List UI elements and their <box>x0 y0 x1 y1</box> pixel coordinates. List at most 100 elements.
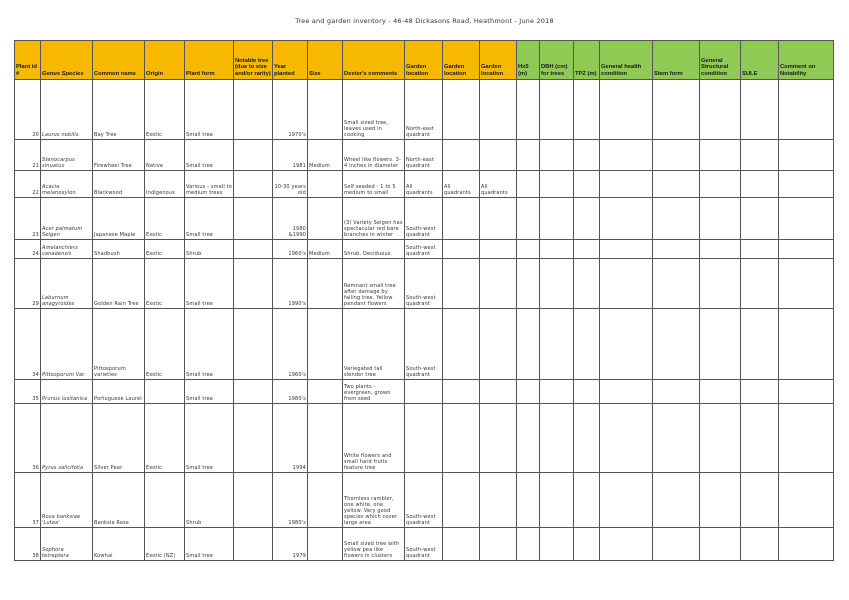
cell-sule <box>740 527 779 561</box>
table-row: 24 Amelanchiers canadensis Shadbush Exotic S… <box>14 239 834 259</box>
cell-hx5 <box>516 239 540 259</box>
cell-size <box>307 308 343 380</box>
cell-notability <box>778 197 834 240</box>
cell-stem <box>652 403 700 473</box>
cell-hx5 <box>516 258 540 309</box>
cell-genus: Acer palmatum Seigen <box>40 197 93 240</box>
table-row: 21 Stenocarpus sinuatus Firewheel Tree Nati… <box>14 139 834 171</box>
cell-stem <box>652 308 700 380</box>
cell-tpz <box>573 472 600 528</box>
col-header-year-planted: Year planted <box>272 40 308 80</box>
cell-genus: Prunus lusitanica <box>40 379 93 404</box>
cell-year: 1990's <box>272 258 308 309</box>
cell-form: Small tree <box>184 258 234 309</box>
cell-size <box>307 197 343 240</box>
cell-structural <box>699 379 741 404</box>
cell-sule <box>740 472 779 528</box>
col-header-genus-species: Genus Species <box>40 40 93 80</box>
header-row: Plant id # Genus Species Common name Ori… <box>14 40 834 80</box>
cell-loc2 <box>442 139 480 171</box>
cell-sule <box>740 379 779 404</box>
cell-size <box>307 472 343 528</box>
cell-genus: Rosa banksiae 'Lutea' <box>40 472 93 528</box>
cell-loc1: All quadrants <box>404 170 443 198</box>
cell-loc1: North-east quadrant <box>404 139 443 171</box>
cell-form: Small tree <box>184 197 234 240</box>
col-header-common-name: Common name <box>92 40 145 80</box>
cell-stem <box>652 139 700 171</box>
cell-common: Silver Pear <box>92 403 145 473</box>
cell-loc2 <box>442 239 480 259</box>
cell-loc1: South-west quadrant <box>404 308 443 380</box>
cell-loc3 <box>479 527 517 561</box>
cell-notable <box>233 258 273 309</box>
cell-loc3 <box>479 379 517 404</box>
cell-tpz <box>573 403 600 473</box>
cell-structural <box>699 239 741 259</box>
cell-size <box>307 403 343 473</box>
cell-year: 1979 <box>272 527 308 561</box>
cell-comments: Variegated tall slender tree <box>342 308 405 380</box>
cell-year: 1970's <box>272 79 308 140</box>
cell-loc1: South-west quadrant <box>404 258 443 309</box>
cell-loc2 <box>442 379 480 404</box>
cell-hx5 <box>516 139 540 171</box>
cell-origin: Indigenous <box>144 170 185 198</box>
cell-dbh <box>539 472 574 528</box>
cell-notability <box>778 258 834 309</box>
cell-year: 1981 <box>272 139 308 171</box>
cell-stem <box>652 197 700 240</box>
cell-notable <box>233 139 273 171</box>
cell-comments: Small sized tree, leaves used in cooking <box>342 79 405 140</box>
cell-id: 21 <box>14 139 41 171</box>
cell-dbh <box>539 139 574 171</box>
table-row: 22 Acacia melanoxylon Blackwood Indigenous V… <box>14 170 834 198</box>
cell-loc3 <box>479 258 517 309</box>
cell-form: Small tree <box>184 139 234 171</box>
cell-notability <box>778 527 834 561</box>
cell-dbh <box>539 527 574 561</box>
cell-health <box>599 258 653 309</box>
cell-id: 35 <box>14 379 41 404</box>
cell-id: 37 <box>14 472 41 528</box>
cell-notable <box>233 170 273 198</box>
cell-loc1: South-west quadrant <box>404 527 443 561</box>
cell-sule <box>740 139 779 171</box>
col-header-plant-form: Plant form <box>184 40 234 80</box>
cell-size <box>307 527 343 561</box>
cell-id: 20 <box>14 79 41 140</box>
inventory-table: Plant id # Genus Species Common name Ori… <box>14 40 834 561</box>
cell-health <box>599 379 653 404</box>
cell-form: Small tree <box>184 527 234 561</box>
cell-notable <box>233 79 273 140</box>
cell-form: Shrub <box>184 239 234 259</box>
cell-tpz <box>573 79 600 140</box>
cell-hx5 <box>516 403 540 473</box>
col-header-notability: Comment on Notability <box>778 40 834 80</box>
col-header-size: Size <box>307 40 343 80</box>
cell-loc2 <box>442 258 480 309</box>
cell-size: Medium <box>307 139 343 171</box>
col-header-garden-location-3: Garden location <box>479 40 517 80</box>
cell-origin: Exotic <box>144 308 185 380</box>
cell-dbh <box>539 170 574 198</box>
cell-comments: Self seeded - 1 to 5 medium to small <box>342 170 405 198</box>
cell-stem <box>652 239 700 259</box>
cell-health <box>599 527 653 561</box>
cell-form: Small tree <box>184 403 234 473</box>
table-row: 38 Sophora tetraptera Kowhai Exotic (NZ) Sma… <box>14 527 834 561</box>
cell-health <box>599 139 653 171</box>
cell-common: Blackwood <box>92 170 145 198</box>
cell-dbh <box>539 197 574 240</box>
col-header-origin: Origin <box>144 40 185 80</box>
cell-health <box>599 308 653 380</box>
cell-loc2 <box>442 527 480 561</box>
cell-sule <box>740 197 779 240</box>
cell-genus: Laburnum anagyroides <box>40 258 93 309</box>
cell-sule <box>740 258 779 309</box>
cell-stem <box>652 472 700 528</box>
cell-id: 34 <box>14 308 41 380</box>
cell-common: Shadbush <box>92 239 145 259</box>
cell-genus: Acacia melanoxylon <box>40 170 93 198</box>
table-row: 34 Pittosporum Var. Pittosporum varieties E… <box>14 308 834 380</box>
